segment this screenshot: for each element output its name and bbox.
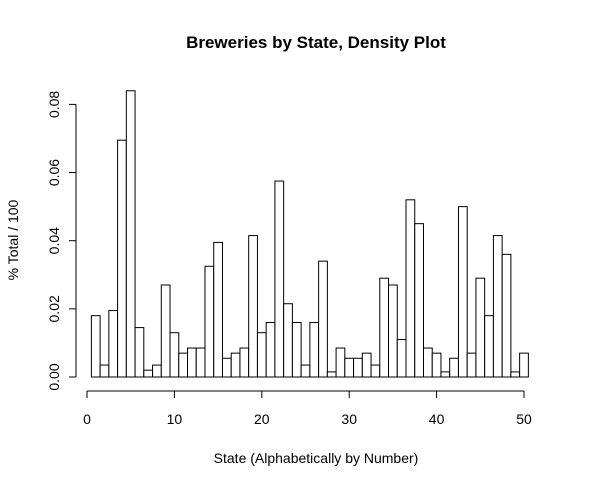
histogram-bar xyxy=(492,235,503,378)
histogram-bar xyxy=(178,352,189,378)
histogram-bar xyxy=(99,364,110,378)
histogram-bar xyxy=(475,277,486,378)
x-tick-label: 50 xyxy=(516,411,532,427)
histogram-bar xyxy=(265,321,276,378)
histogram-bar xyxy=(414,223,424,378)
histogram-bar xyxy=(230,352,241,378)
x-tick-label: 30 xyxy=(341,411,357,427)
y-axis-label: % Total / 100 xyxy=(5,199,21,280)
histogram-bar xyxy=(440,371,451,378)
histogram-bar xyxy=(90,315,101,378)
histogram-bar xyxy=(344,357,355,378)
histogram-bar xyxy=(187,347,197,378)
histogram-bar xyxy=(370,364,381,378)
histogram-bar xyxy=(274,180,285,378)
x-axis-label: State (Alphabetically by Number) xyxy=(214,450,419,466)
x-tick-label: 0 xyxy=(83,411,91,427)
histogram-bar xyxy=(213,241,223,378)
histogram-bar xyxy=(195,347,206,378)
histogram-bar xyxy=(484,315,494,378)
x-tick-label: 40 xyxy=(429,411,445,427)
y-tick-label: 0.04 xyxy=(46,227,62,254)
chart-title: Breweries by State, Density Plot xyxy=(186,33,446,52)
x-tick-label: 10 xyxy=(167,411,183,427)
histogram-bar xyxy=(283,303,293,378)
histogram-bar xyxy=(510,371,521,378)
y-axis: 0.00 0.02 0.04 0.06 0.08 xyxy=(46,91,77,391)
y-tick-label: 0.06 xyxy=(46,159,62,186)
histogram-bar xyxy=(449,357,459,378)
histogram-bar xyxy=(326,371,337,378)
histogram-bar xyxy=(160,284,171,378)
histogram-bar xyxy=(361,352,372,378)
histogram-bar xyxy=(353,357,363,378)
histogram-bar xyxy=(501,253,512,378)
histogram-bar xyxy=(309,321,320,378)
histogram-bar xyxy=(457,206,468,378)
histogram-bar xyxy=(169,332,180,378)
histogram-bar xyxy=(388,284,398,378)
histogram-bar xyxy=(204,265,215,378)
y-tick-label: 0.02 xyxy=(46,295,62,322)
histogram-bar xyxy=(300,364,311,378)
x-tick-label: 20 xyxy=(254,411,270,427)
histogram-bar xyxy=(405,199,416,378)
histogram-bar xyxy=(466,352,477,378)
histogram-bar xyxy=(396,339,407,378)
histogram-bar xyxy=(431,352,442,378)
x-axis: 0 10 20 30 40 50 xyxy=(83,390,532,427)
histogram-bar xyxy=(239,347,250,378)
histogram-bar xyxy=(519,352,529,378)
histogram-bar xyxy=(291,321,302,378)
histogram-bar xyxy=(248,235,258,378)
histogram-bar xyxy=(143,369,154,378)
histogram-bar xyxy=(256,332,267,378)
histogram-bar xyxy=(134,327,145,378)
y-tick-label: 0.08 xyxy=(46,91,62,118)
y-tick-label: 0.00 xyxy=(46,363,62,390)
histogram-bar xyxy=(125,90,136,378)
bars-group xyxy=(90,90,529,378)
histogram-bar xyxy=(335,347,346,378)
histogram-bar xyxy=(422,347,433,378)
histogram-bar xyxy=(318,260,328,378)
histogram-bar xyxy=(108,310,119,378)
histogram-bar xyxy=(379,277,390,378)
histogram-bar xyxy=(221,357,232,378)
histogram-bar xyxy=(117,139,127,378)
histogram-bar xyxy=(152,364,162,378)
